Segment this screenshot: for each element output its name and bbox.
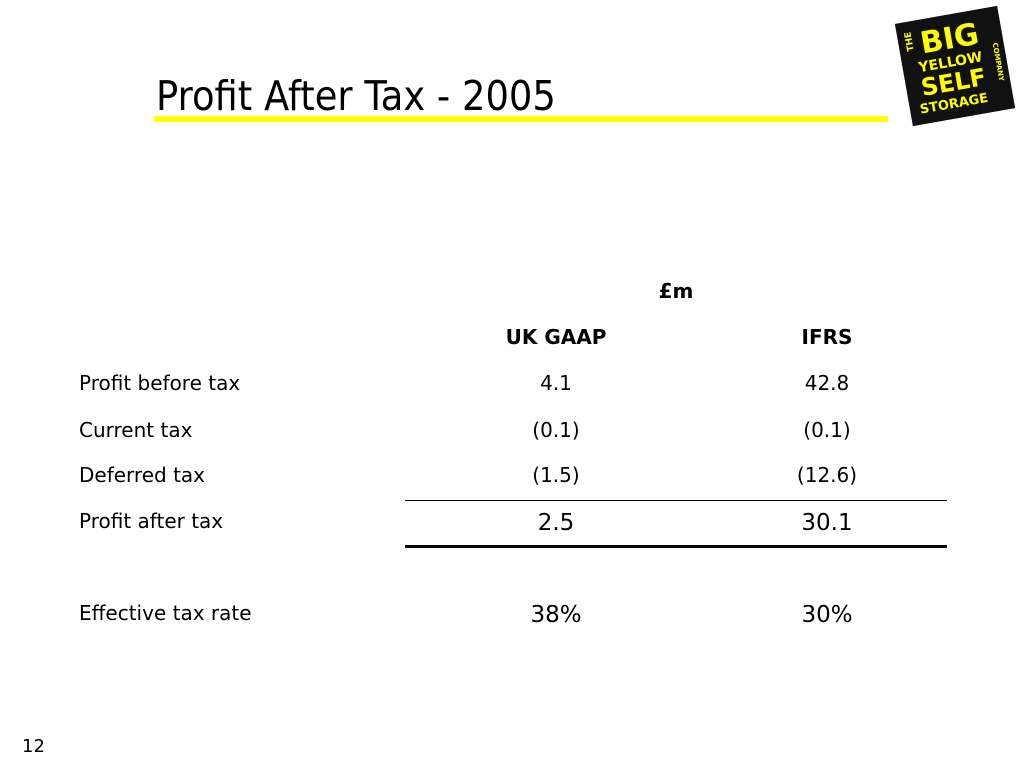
row-label-profit-after-tax: Profit after tax xyxy=(79,509,224,533)
logo-text-the: THE xyxy=(903,31,916,52)
row-label-deferred-tax: Deferred tax xyxy=(79,463,205,487)
title-underline xyxy=(154,116,888,122)
value-current-tax-ifrs: (0.1) xyxy=(803,418,851,442)
row-label-effective-tax-rate: Effective tax rate xyxy=(79,601,252,625)
column-header-uk-gaap: UK GAAP xyxy=(505,325,607,349)
value-effective-tax-rate-uk-gaap: 38% xyxy=(530,602,582,628)
value-profit-before-tax-uk-gaap: 4.1 xyxy=(540,371,572,395)
subtotal-rule xyxy=(405,500,947,501)
value-profit-before-tax-ifrs: 42.8 xyxy=(804,371,850,395)
column-header-ifrs: IFRS xyxy=(801,325,853,349)
total-rule xyxy=(405,545,947,548)
value-effective-tax-rate-ifrs: 30% xyxy=(801,602,853,628)
page-number: 12 xyxy=(22,736,45,757)
slide-title: Profit After Tax - 2005 xyxy=(156,72,556,120)
value-deferred-tax-ifrs: (12.6) xyxy=(796,463,858,487)
unit-header: £m xyxy=(658,279,694,303)
value-current-tax-uk-gaap: (0.1) xyxy=(532,418,580,442)
value-profit-after-tax-uk-gaap: 2.5 xyxy=(537,510,575,536)
big-yellow-self-storage-logo: THE BIG YELLOW SELF STORAGE COMPANY xyxy=(894,5,1016,127)
row-label-profit-before-tax: Profit before tax xyxy=(79,371,241,395)
value-deferred-tax-uk-gaap: (1.5) xyxy=(532,463,580,487)
value-profit-after-tax-ifrs: 30.1 xyxy=(801,510,853,536)
row-label-current-tax: Current tax xyxy=(79,418,193,442)
